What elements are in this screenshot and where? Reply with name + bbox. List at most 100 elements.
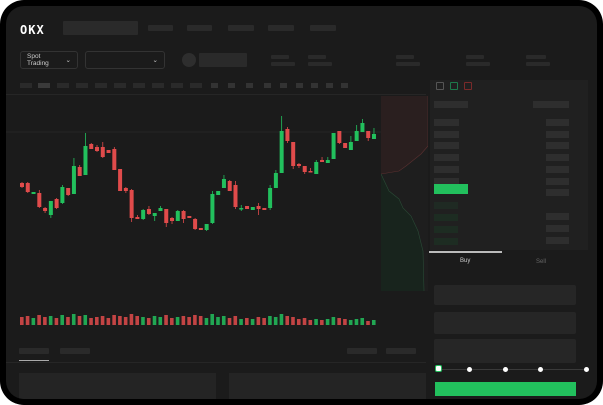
volume-bar <box>227 318 232 325</box>
volume-bar <box>245 318 249 325</box>
volume-bar <box>146 318 151 325</box>
drawing-tool-icon[interactable] <box>264 83 271 88</box>
slider-step-25[interactable] <box>467 367 472 372</box>
candle-body <box>337 131 342 143</box>
volume-bar <box>66 317 70 325</box>
interval-button[interactable] <box>76 83 88 88</box>
slider-step-75[interactable] <box>538 367 543 372</box>
drawing-tool-icon[interactable] <box>211 83 218 88</box>
tab-open-orders[interactable] <box>19 348 49 354</box>
candle-body <box>245 206 250 209</box>
candle-body <box>204 224 209 230</box>
stat-label <box>308 55 326 59</box>
order-book-cell <box>546 178 569 185</box>
candlestick-chart[interactable] <box>6 6 597 399</box>
volume-bar <box>187 317 191 325</box>
interval-button[interactable] <box>152 83 164 88</box>
volume-bar <box>95 317 99 325</box>
volume-bar <box>210 314 215 325</box>
interval-button[interactable] <box>95 83 107 88</box>
candle-body <box>291 142 296 166</box>
candle-body <box>296 164 301 166</box>
candle-body <box>89 144 94 149</box>
slider-handle[interactable] <box>435 365 442 372</box>
orderbook-both-icon[interactable] <box>436 82 444 90</box>
order-book-cell <box>546 119 569 126</box>
drawing-tool-icon[interactable] <box>296 83 303 88</box>
candle-body <box>256 206 261 209</box>
volume-bar <box>129 314 134 325</box>
pair-select[interactable]: ⌄ <box>85 51 165 69</box>
order-book-cell <box>434 101 468 108</box>
interval-button[interactable] <box>190 83 202 88</box>
candle-body <box>118 169 123 191</box>
candle-body <box>331 133 336 159</box>
drawing-tool-icon[interactable] <box>311 83 318 88</box>
candle-body <box>314 162 319 174</box>
nav-item[interactable] <box>268 25 294 31</box>
orderbook-asks-icon[interactable] <box>464 82 472 90</box>
candle-body <box>366 131 371 138</box>
volume-bar <box>343 319 347 325</box>
stat-value <box>396 62 420 66</box>
volume-bar <box>325 319 330 325</box>
interval-button[interactable] <box>171 83 183 88</box>
candle-body <box>25 183 30 192</box>
interval-button[interactable] <box>38 83 50 88</box>
candle-body <box>279 131 284 173</box>
slider-step-50[interactable] <box>503 367 508 372</box>
candle-body <box>325 160 330 163</box>
pair-price <box>199 53 247 67</box>
nav-item[interactable] <box>187 25 212 31</box>
order-book <box>430 80 588 250</box>
tab-sell[interactable]: Sell <box>536 259 547 265</box>
volume-bar <box>170 318 174 325</box>
order-book-cell <box>546 142 569 149</box>
candle-body <box>146 209 151 214</box>
interval-button[interactable] <box>57 83 69 88</box>
tab-history[interactable] <box>60 348 90 354</box>
drawing-tool-icon[interactable] <box>280 83 287 88</box>
drawing-tool-icon[interactable] <box>341 83 348 88</box>
market-type-select[interactable]: Spot Trading ⌄ <box>20 51 78 69</box>
amount-slider[interactable] <box>438 369 588 370</box>
okx-logo: OKX <box>20 23 45 37</box>
order-book-cell <box>546 154 569 161</box>
drawing-tool-icon[interactable] <box>228 83 235 88</box>
candle-body <box>198 228 203 230</box>
candle-body <box>285 129 290 141</box>
order-book-cell <box>434 226 458 233</box>
interval-button[interactable] <box>114 83 126 88</box>
volume-bar <box>25 316 30 325</box>
volume-bar <box>250 319 255 325</box>
candle-body <box>100 147 105 157</box>
filter-button[interactable] <box>347 348 377 354</box>
nav-item[interactable] <box>228 25 254 31</box>
candle-body <box>193 219 198 229</box>
candle-body <box>268 188 273 208</box>
candle-body <box>135 217 140 219</box>
total-input[interactable] <box>434 339 576 363</box>
nav-item[interactable] <box>310 25 336 31</box>
slider-step-100[interactable] <box>584 367 589 372</box>
interval-button[interactable] <box>133 83 145 88</box>
volume-bar <box>20 317 24 325</box>
bottom-panel-right <box>229 373 426 399</box>
chevron-down-icon: ⌄ <box>152 57 158 64</box>
amount-input[interactable] <box>434 312 576 334</box>
orderbook-bids-icon[interactable] <box>450 82 458 90</box>
price-input[interactable] <box>434 285 576 305</box>
drawing-tool-icon[interactable] <box>326 83 333 88</box>
order-book-cell <box>434 119 459 126</box>
volume-bar <box>152 316 157 325</box>
order-book-cell <box>546 166 569 173</box>
buy-button[interactable] <box>435 382 576 396</box>
drawing-tool-icon[interactable] <box>246 83 253 88</box>
nav-item[interactable] <box>148 25 173 31</box>
interval-button[interactable] <box>20 83 32 88</box>
search-placeholder[interactable] <box>63 21 138 35</box>
candle-body <box>227 181 232 191</box>
filter-button[interactable] <box>386 348 416 354</box>
volume-bar <box>221 316 226 325</box>
tab-buy[interactable]: Buy <box>460 258 471 264</box>
